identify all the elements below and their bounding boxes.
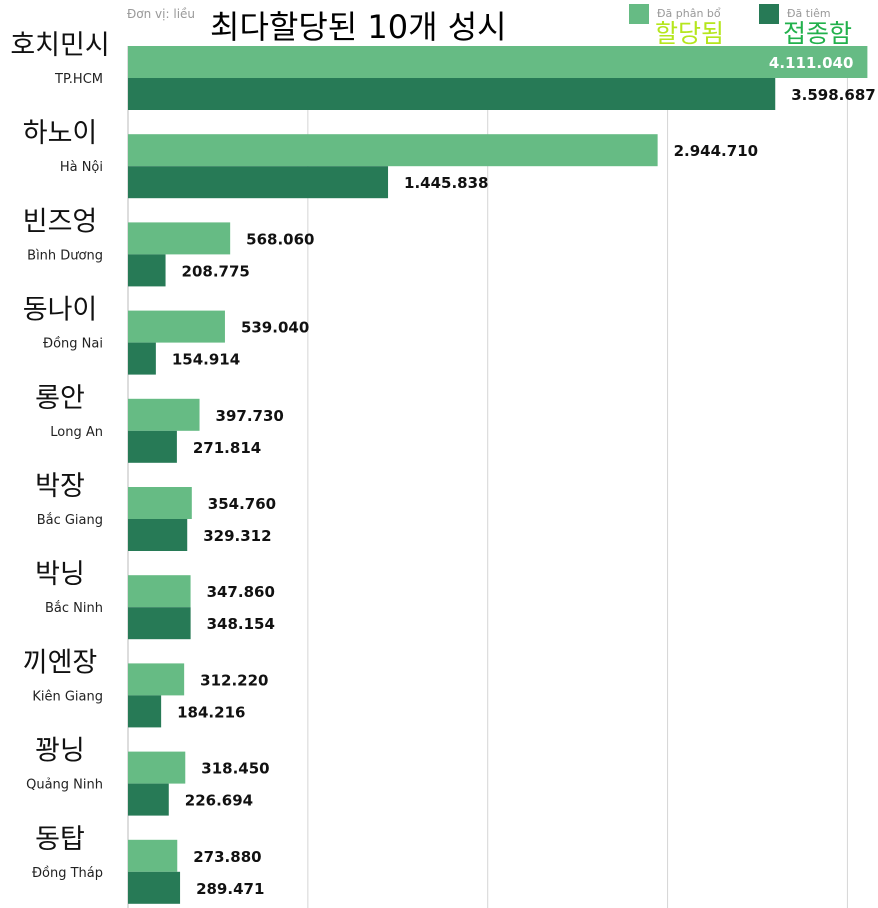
category-label-ko: 동나이: [23, 295, 98, 326]
bar-vaccinated: [128, 166, 389, 199]
data-label: 184.216: [177, 703, 245, 721]
data-label: 318.450: [201, 760, 269, 778]
data-label: 347.860: [207, 583, 275, 601]
category-label-ko: 호치민시: [10, 30, 109, 61]
data-label: 154.914: [172, 351, 240, 369]
bar-vaccinated: [128, 254, 166, 287]
bar-vaccinated: [128, 695, 162, 728]
data-label: 226.694: [185, 792, 253, 810]
data-label: 4.111.040: [769, 54, 853, 72]
category-label-ko: 박닝: [35, 559, 85, 590]
data-label: 1.445.838: [404, 174, 488, 192]
bar-vaccinated: [128, 783, 169, 816]
bar-allocated: [128, 663, 185, 696]
bar-allocated: [128, 487, 192, 519]
bar-allocated: [128, 222, 231, 255]
category-label-ko: 끼엔장: [23, 647, 98, 678]
legend-label-vaccinated-ko: 접종함: [783, 19, 852, 48]
category-label: Bình Dương: [27, 248, 103, 263]
data-label: 289.471: [196, 880, 264, 898]
data-label: 271.814: [193, 439, 261, 457]
legend: Đã phân bổ 할당됨 Đã tiêm 접종함: [629, 4, 852, 48]
data-label: 348.154: [207, 615, 275, 633]
chart-title: 최다할당된 10개 성시: [210, 8, 507, 46]
category-label-ko: 빈즈엉: [23, 206, 98, 237]
legend-label-allocated: Đã phân bổ: [657, 7, 721, 20]
category-label: Quảng Ninh: [26, 778, 103, 793]
category-label: Long An: [50, 425, 103, 440]
bar-vaccinated: [128, 871, 181, 904]
data-label: 354.760: [208, 495, 276, 513]
data-label: 208.775: [182, 262, 250, 280]
category-label: Bắc Ninh: [45, 601, 103, 616]
bar-allocated: [128, 310, 225, 343]
data-label: 329.312: [203, 527, 271, 545]
data-label: 539.040: [241, 319, 309, 337]
category-label: Bắc Giang: [37, 513, 103, 528]
data-label: 312.220: [200, 671, 268, 689]
bar-allocated: [128, 398, 200, 431]
category-label: Kiên Giang: [32, 689, 103, 704]
category-label-ko: 동탑: [35, 824, 85, 855]
bar-vaccinated: [128, 78, 776, 110]
category-label: Hà Nội: [60, 160, 103, 175]
bar-allocated: [128, 751, 186, 784]
unit-label: Đơn vị: liều: [127, 7, 195, 21]
bar-vaccinated: [128, 430, 177, 463]
data-label: 273.880: [193, 848, 261, 866]
data-label: 568.060: [246, 230, 314, 248]
bar-vaccinated: [128, 342, 156, 375]
bar-allocated: [128, 134, 658, 167]
legend-label-vaccinated: Đã tiêm: [787, 7, 831, 20]
data-label: 2.944.710: [674, 142, 758, 160]
bar-allocated: [128, 839, 178, 872]
legend-label-allocated-ko: 할당됨: [655, 19, 724, 48]
data-label: 397.730: [216, 407, 284, 425]
bar-allocated: [128, 46, 868, 78]
category-label: Đồng Tháp: [32, 866, 103, 881]
category-label-ko: 박장: [35, 471, 85, 502]
category-label-ko: 꽝닝: [35, 736, 85, 767]
legend-swatch-vaccinated: [759, 4, 779, 24]
category-label: TP.HCM: [54, 72, 103, 87]
bar-vaccinated: [128, 519, 188, 551]
category-label: Đồng Nai: [43, 337, 103, 352]
bar-vaccinated: [128, 607, 191, 640]
category-label-ko: 롱안: [35, 383, 85, 414]
legend-swatch-allocated: [629, 4, 649, 24]
data-label: 3.598.687: [791, 86, 875, 104]
category-label-ko: 하노이: [23, 118, 98, 149]
bar-allocated: [128, 575, 191, 608]
